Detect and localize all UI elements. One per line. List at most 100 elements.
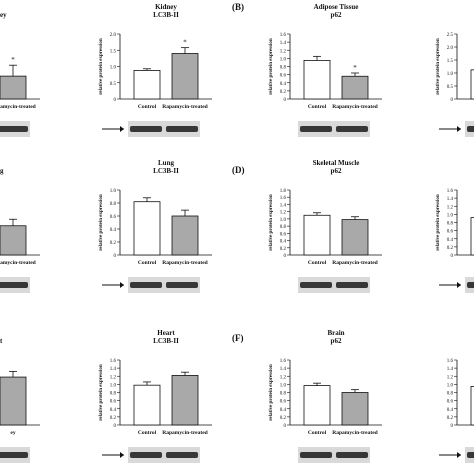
treated-bar: [0, 75, 27, 100]
y-tick-label: 0.2: [280, 416, 287, 421]
chart-panel: 0 0.5 1.0 1.5 2.0 2.5 relative protein express…: [436, 33, 474, 137]
blot-strip: [128, 277, 200, 293]
treated-bar: [171, 215, 199, 256]
y-tick-label: 1.6: [110, 359, 117, 364]
y-tick-label: 1.6: [280, 359, 287, 364]
y-tick-label: 1.6: [280, 33, 287, 38]
y-tick-label: 0: [451, 254, 454, 259]
chart-panel: 0 0.2 0.4 0.6 0.8 1.0 1.2 1.4 1.6 relative protei…: [436, 189, 474, 293]
y-tick-label: 0: [284, 424, 287, 429]
chart-title: Brain: [327, 329, 344, 337]
chart-panel: 0 0.2 0.4 0.6 0.8 1.0 1.2 1.4 1.6: [439, 359, 474, 463]
y-tick-label: 0: [451, 424, 454, 429]
y-tick-label: 1.0: [447, 213, 454, 218]
arrow-head: [120, 126, 124, 132]
blot-band: [166, 452, 198, 458]
treated-bar: [0, 225, 27, 256]
x-tick-label: ey: [10, 430, 15, 436]
arrow-head: [457, 282, 461, 288]
y-tick-label: 1.4: [447, 197, 454, 202]
y-tick-label: 1.4: [280, 41, 287, 46]
treated-bar: [171, 53, 199, 100]
chart-panel: t ey: [0, 337, 40, 463]
treated-bar: [341, 392, 369, 426]
control-bar: [303, 385, 331, 426]
chart-title: Adipose Tissue: [314, 3, 359, 11]
chart-subtitle: ey: [0, 11, 7, 19]
x-tick-label: Rapamycin-treated: [0, 104, 36, 110]
y-tick-label: 1.4: [280, 367, 287, 372]
blot-band: [166, 126, 198, 132]
y-tick-label: 1.0: [447, 383, 454, 388]
y-tick-label: 0.2: [280, 247, 287, 252]
y-axis-label: relative protein expression: [99, 364, 104, 421]
x-tick-label: Rapamycin-treated: [0, 260, 36, 266]
y-tick-label: 1.0: [280, 57, 287, 62]
y-tick-label: 0.2: [447, 416, 454, 421]
control-bar: [470, 386, 474, 426]
treated-bar: [341, 219, 369, 256]
blot-strip: [298, 121, 370, 137]
y-tick-label: 0.4: [447, 238, 454, 243]
y-tick-label: 0.6: [447, 230, 454, 235]
blot-band: [336, 282, 368, 288]
y-axis-label: relative protein expression: [99, 194, 104, 251]
treated-bar: [341, 75, 369, 100]
x-tick-label: Control: [138, 430, 157, 436]
y-tick-label: 1.4: [447, 367, 454, 372]
chart-subtitle: LC3B-II: [153, 337, 179, 345]
blot-band: [130, 282, 162, 288]
y-tick-label: 1.5: [447, 59, 454, 64]
blot-band: [130, 452, 162, 458]
y-tick-label: 0.8: [110, 202, 117, 207]
blot-strip: [298, 447, 370, 463]
y-tick-label: 0.6: [110, 215, 117, 220]
y-tick-label: 0: [284, 254, 287, 259]
x-tick-label: Rapamycin-treated: [162, 104, 207, 110]
blot-band: [0, 452, 28, 458]
significance-marker: *: [11, 56, 15, 64]
y-tick-label: 1.0: [447, 72, 454, 77]
y-axis-label: relative protein expression: [269, 364, 274, 421]
significance-marker: *: [353, 64, 357, 72]
chart-panel: ey * Rapamycin-treated: [0, 11, 40, 137]
x-tick-label: Rapamycin-treated: [332, 260, 377, 266]
y-tick-label: 1.2: [280, 49, 287, 54]
y-tick-label: 1.0: [280, 218, 287, 223]
blot-band: [300, 452, 332, 458]
treated-bar: [171, 375, 199, 426]
y-axis-label: relative protein expression: [269, 194, 274, 251]
x-tick-label: Control: [308, 104, 327, 110]
y-axis-label: relative protein expression: [99, 38, 104, 95]
x-tick-label: Rapamycin-treated: [332, 430, 377, 436]
chart-subtitle: LC3B-II: [153, 167, 179, 175]
blot-strip: [128, 447, 200, 463]
blot-band: [467, 452, 474, 458]
y-tick-label: 0.6: [447, 400, 454, 405]
control-bar: [133, 70, 161, 100]
blot-band: [336, 126, 368, 132]
chart-panel: g Rapamycin-treated: [0, 167, 40, 293]
blot-band: [0, 282, 28, 288]
blot-band: [467, 282, 474, 288]
y-tick-label: 0.6: [110, 400, 117, 405]
chart-subtitle: p62: [331, 167, 342, 175]
y-tick-label: 0.2: [447, 246, 454, 251]
blot-band: [166, 282, 198, 288]
x-tick-label: Control: [308, 260, 327, 266]
y-tick-label: 0.8: [280, 66, 287, 71]
blot-band: [300, 282, 332, 288]
y-tick-label: 0: [114, 424, 117, 429]
y-tick-label: 0: [284, 98, 287, 103]
y-tick-label: 1.6: [447, 359, 454, 364]
y-tick-label: 1.4: [280, 203, 287, 208]
arrow-head: [120, 282, 124, 288]
y-tick-label: 1.0: [110, 383, 117, 388]
control-bar: [133, 201, 161, 256]
y-tick-label: 1.2: [110, 375, 117, 380]
x-tick-label: Rapamycin-treated: [162, 260, 207, 266]
y-tick-label: 1.6: [447, 189, 454, 194]
